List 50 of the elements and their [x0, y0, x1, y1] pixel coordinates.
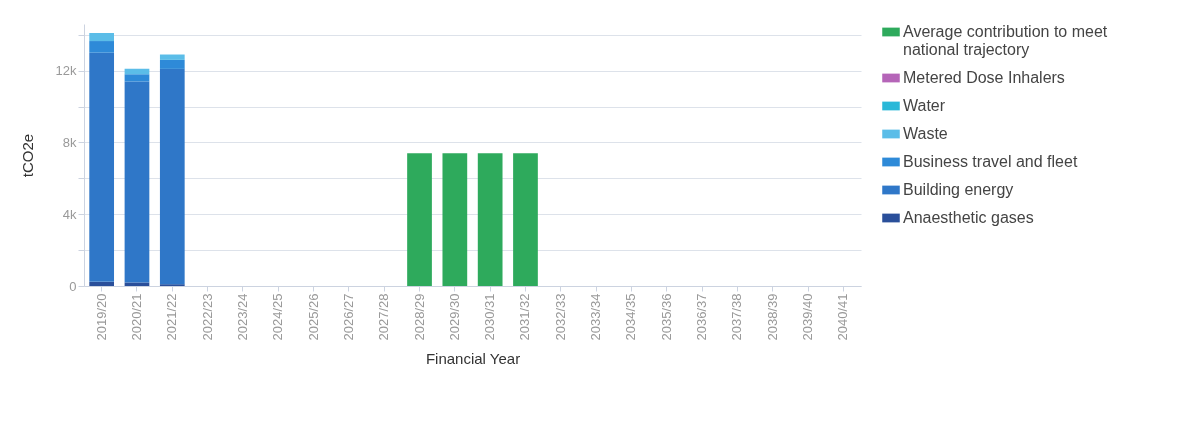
bar [89, 32, 115, 42]
bar [159, 54, 185, 60]
x-tick-label: 2024/25 [270, 293, 286, 341]
bar [89, 281, 115, 286]
y-tick-label: 4k [62, 206, 77, 222]
x-tick-label: 2022/23 [199, 293, 215, 341]
x-tick-label: 2021/22 [164, 293, 180, 341]
x-tick-label: 2026/27 [340, 293, 356, 341]
legend-label: Metered Dose Inhalers [903, 69, 1065, 86]
legend-label: Average contribution to meet national trajectory [903, 23, 1108, 58]
x-tick-label: 2030/31 [482, 293, 498, 341]
bar [124, 81, 150, 283]
bar [159, 68, 185, 285]
bar [513, 153, 538, 286]
legend-label: Business travel and fleet [903, 153, 1078, 170]
x-tick-label: 2031/32 [517, 293, 533, 341]
y-tick-label: 12k [55, 63, 77, 79]
x-tick-label: 2020/21 [128, 293, 144, 341]
bar [124, 74, 150, 82]
x-tick-label: 2023/24 [234, 293, 250, 341]
y-axis-title: tCO2e [18, 133, 36, 178]
x-tick-label: 2029/30 [446, 293, 462, 341]
legend-label: Building energy [903, 181, 1014, 198]
legend-label: Anaesthetic gases [903, 209, 1034, 226]
x-tick-label: 2034/35 [623, 293, 639, 341]
x-tick-label: 2039/40 [800, 293, 816, 341]
bar [89, 41, 115, 53]
x-tick-label: 2028/29 [411, 293, 427, 341]
x-tick-label: 2019/20 [93, 293, 109, 341]
x-tick-label: 2035/36 [658, 293, 674, 341]
x-tick-label: 2040/41 [835, 293, 851, 341]
x-tick-label: 2025/26 [305, 293, 321, 341]
y-tick-label: 0 [69, 278, 77, 294]
legend-label: Waste [903, 125, 948, 142]
legend-label: Water [903, 97, 946, 114]
x-axis-title: Financial Year [425, 350, 521, 368]
x-tick-label: 2037/38 [729, 293, 745, 341]
x-tick-label: 2038/39 [764, 293, 780, 341]
x-tick-label: 2033/34 [588, 293, 604, 341]
y-tick-label: 8k [62, 134, 77, 150]
bar [159, 59, 185, 69]
x-tick-label: 2036/37 [694, 293, 710, 341]
bar [124, 68, 150, 75]
x-tick-label: 2027/28 [376, 293, 392, 341]
x-tick-label: 2032/33 [552, 293, 568, 341]
bar [124, 282, 150, 286]
bar [442, 153, 468, 286]
bar [89, 52, 115, 282]
bar [407, 153, 432, 286]
bar [477, 153, 503, 286]
